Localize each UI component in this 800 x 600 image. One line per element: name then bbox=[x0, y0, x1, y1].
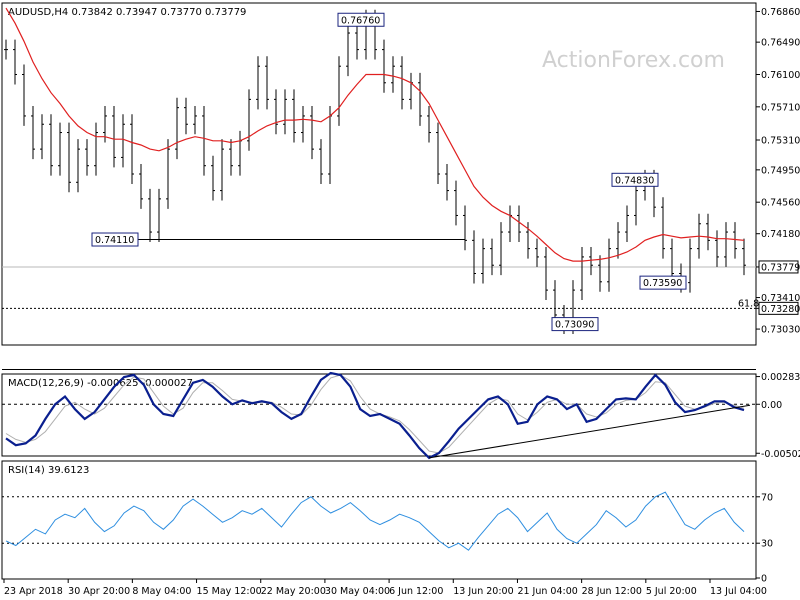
annotation-label: 0.74110 bbox=[95, 235, 134, 246]
y-tick-label: 0.73410 bbox=[761, 293, 800, 304]
annotation-box bbox=[611, 172, 659, 187]
annotation-box bbox=[337, 12, 385, 27]
x-tick-label: 22 May 20:00 bbox=[261, 586, 326, 597]
x-tick-label: 23 Apr 2018 bbox=[4, 586, 63, 597]
x-tick-label: 5 Jul 20:00 bbox=[646, 586, 697, 597]
y-tick-label: 0.73030 bbox=[761, 325, 800, 336]
rsi-plot bbox=[2, 491, 756, 551]
y-tick-label: 0.002839 bbox=[761, 372, 800, 383]
x-tick-label: 8 May 04:00 bbox=[132, 586, 191, 597]
macd-panel-frame bbox=[1, 373, 757, 457]
annotation-box bbox=[551, 317, 599, 332]
x-tick-label: 15 May 12:00 bbox=[197, 586, 262, 597]
main-plot: 61.8 0.76760 0.74110 0.74830 0.73590 0.73090 bbox=[2, 7, 759, 335]
y-price-tag bbox=[758, 260, 799, 274]
y-price-tag bbox=[758, 301, 799, 315]
y-tick-label: -0.005021 bbox=[761, 449, 800, 460]
x-axis: 23 Apr 2018 30 Apr 20:00 8 May 04:00 15 May… bbox=[3, 579, 767, 597]
x-tick-label: 30 May 04:00 bbox=[325, 586, 390, 597]
annotation-label: 0.73590 bbox=[643, 278, 682, 289]
x-tick-label: 13 Jul 04:00 bbox=[710, 586, 767, 597]
macd-header: MACD(12,26,9) -0.000625 -0.000027 bbox=[8, 378, 193, 389]
x-tick-label: 28 Jun 12:00 bbox=[582, 586, 642, 597]
watermark: ActionForex.com bbox=[542, 48, 725, 73]
y-tick-label: 0.73280 bbox=[761, 304, 800, 315]
y-tick-label: 30 bbox=[761, 539, 773, 550]
y-tick-label: 0 bbox=[761, 574, 767, 585]
x-tick-label: 30 Apr 20:00 bbox=[68, 586, 130, 597]
y-tick-label: 0.76100 bbox=[761, 70, 800, 81]
macd-signal-line bbox=[5, 374, 745, 454]
annotation-box bbox=[639, 275, 687, 290]
y-tick-label: 0.75310 bbox=[761, 136, 800, 147]
y-tick-label: 0.75710 bbox=[761, 102, 800, 113]
main-panel-frame bbox=[1, 2, 757, 346]
macd-line bbox=[5, 371, 745, 460]
annotation-box bbox=[91, 232, 139, 247]
y-tick-label: 70 bbox=[761, 492, 773, 503]
main-header: AUDUSD,H4 0.73842 0.73947 0.73770 0.7377… bbox=[8, 7, 246, 18]
annotation-label: 0.74830 bbox=[615, 175, 654, 186]
macd-trendline bbox=[429, 404, 751, 459]
macd-panel-top-edge bbox=[2, 369, 756, 370]
y-tick-label: 0.74180 bbox=[761, 229, 800, 240]
x-tick-label: 13 Jun 20:00 bbox=[453, 586, 513, 597]
y-tick-label: 0.00 bbox=[761, 400, 782, 411]
x-tick-label: 21 Jun 04:00 bbox=[517, 586, 577, 597]
rsi-panel-frame bbox=[1, 460, 757, 580]
annotation-label: 0.76760 bbox=[341, 15, 380, 26]
x-tick-label: 6 Jun 12:00 bbox=[389, 586, 443, 597]
rsi-header: RSI(14) 39.6123 bbox=[8, 465, 89, 476]
moving-average-line bbox=[5, 7, 745, 262]
y-tick-label: 0.73779 bbox=[761, 262, 800, 273]
macd-plot bbox=[2, 371, 756, 460]
fib-label: 61.8 bbox=[738, 298, 759, 309]
rsi-line bbox=[5, 491, 745, 551]
y-tick-label: 0.74560 bbox=[761, 198, 800, 209]
annotation-label: 0.73090 bbox=[555, 320, 594, 331]
y-axes: 0.76860 0.76490 0.76100 0.75710 0.75310 0.749… bbox=[756, 7, 800, 585]
y-tick-label: 0.76860 bbox=[761, 7, 800, 18]
y-tick-label: 0.76490 bbox=[761, 38, 800, 49]
y-tick-label: 0.74950 bbox=[761, 165, 800, 176]
